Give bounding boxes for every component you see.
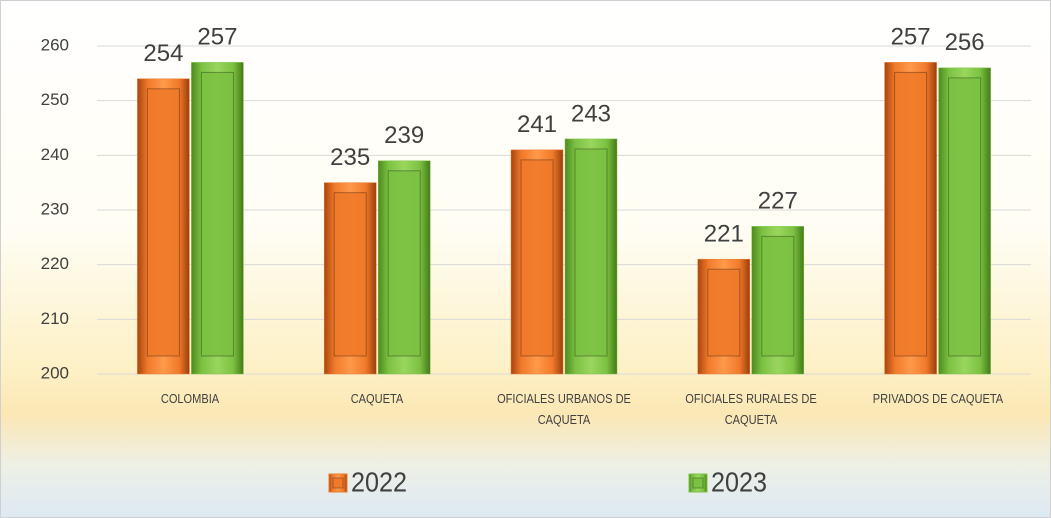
bar-bevel [520,159,554,357]
y-tick-label: 240 [41,145,69,164]
bar-bevel [894,71,928,357]
x-tick-label: CAQUETA [350,391,404,406]
data-label: 235 [330,144,370,171]
y-tick-label: 230 [41,199,69,218]
y-tick-label: 210 [41,309,69,328]
legend-label: 2022 [351,466,407,497]
y-tick-label: 250 [41,90,69,109]
data-label: 243 [571,100,611,127]
data-label: 257 [891,24,931,51]
bar-bevel [761,235,795,357]
y-tick-label: 200 [41,363,69,382]
x-tick-label: COLOMBIA [161,391,220,406]
legend-swatch-bevel [332,477,344,489]
bar-bevel [387,170,421,357]
bar-bevel [707,268,741,357]
legend-label: 2023 [711,466,767,497]
data-label: 257 [197,24,237,51]
y-tick-label: 260 [41,35,69,54]
data-label: 221 [704,221,744,248]
data-label: 227 [758,188,798,215]
bar-bevel [200,71,234,357]
bar-bevel [948,77,982,357]
legend-swatch-bevel [692,477,704,489]
data-label: 256 [945,29,985,56]
bar-bevel [146,88,180,357]
x-tick-label: PRIVADOS DE CAQUETA [872,391,1003,406]
bar-bevel [333,192,367,357]
y-tick-label: 220 [41,254,69,273]
bar-bevel [574,148,608,357]
data-label: 254 [143,40,183,67]
x-tick-label: OFICIALES RURALES DE CAQUETA [685,391,817,427]
data-label: 241 [517,111,557,138]
data-label: 239 [384,122,424,149]
x-tick-label: OFICIALES URBANOS DE CAQUETA [497,391,631,427]
